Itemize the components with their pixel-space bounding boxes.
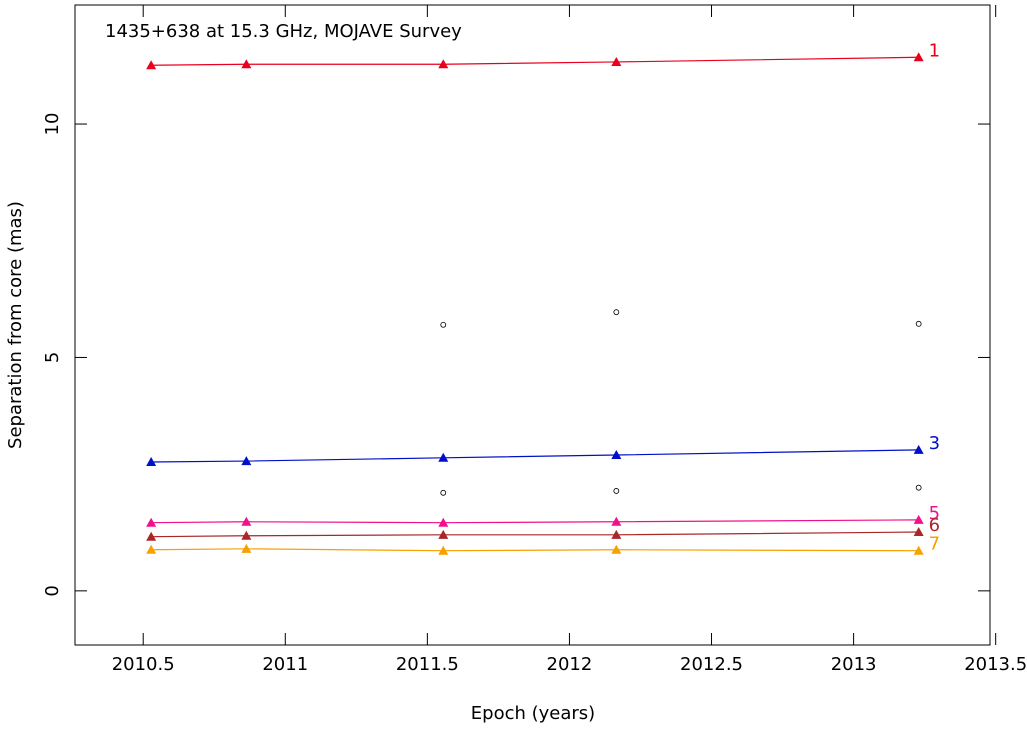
series-line bbox=[151, 519, 919, 524]
y-tick-label: 10 bbox=[42, 113, 63, 136]
x-tick-label: 2011.5 bbox=[396, 654, 459, 675]
component-point bbox=[440, 321, 447, 328]
marker bbox=[241, 530, 252, 540]
x-tick-label: 2012 bbox=[547, 654, 593, 675]
marker bbox=[913, 527, 924, 537]
y-tick-label: 0 bbox=[42, 585, 63, 596]
y-axis-label: Separation from core (mas) bbox=[5, 201, 26, 449]
marker bbox=[438, 517, 449, 527]
series-line bbox=[151, 449, 919, 463]
marker bbox=[241, 543, 252, 553]
component-point bbox=[613, 309, 620, 316]
marker bbox=[611, 529, 622, 539]
x-axis-label: Epoch (years) bbox=[471, 703, 595, 724]
x-tick-label: 2013.5 bbox=[964, 654, 1027, 675]
component-point bbox=[440, 489, 447, 496]
marker bbox=[146, 544, 157, 554]
chart-title: 1435+638 at 15.3 GHz, MOJAVE Survey bbox=[105, 21, 462, 42]
marker bbox=[611, 544, 622, 554]
x-tick-label: 2010.5 bbox=[112, 654, 175, 675]
marker bbox=[913, 545, 924, 555]
marker bbox=[146, 517, 157, 527]
marker bbox=[913, 52, 924, 62]
component-point bbox=[915, 484, 922, 491]
marker bbox=[241, 516, 252, 526]
marker bbox=[611, 450, 622, 460]
x-tick-label: 2011 bbox=[262, 654, 308, 675]
series-label: 1 bbox=[929, 40, 940, 61]
marker bbox=[146, 457, 157, 467]
marker bbox=[241, 456, 252, 466]
marker bbox=[611, 516, 622, 526]
marker bbox=[438, 529, 449, 539]
marker bbox=[438, 59, 449, 69]
series-label: 3 bbox=[929, 433, 940, 454]
marker bbox=[913, 514, 924, 524]
series-line bbox=[151, 56, 919, 66]
x-tick-label: 2012.5 bbox=[680, 654, 743, 675]
marker bbox=[241, 59, 252, 69]
x-tick-label: 2013 bbox=[831, 654, 877, 675]
plot-frame bbox=[74, 4, 991, 646]
component-point bbox=[915, 320, 922, 327]
marker bbox=[146, 531, 157, 541]
series-label: 5 bbox=[929, 503, 940, 524]
marker bbox=[611, 56, 622, 66]
marker bbox=[146, 60, 157, 70]
component-point bbox=[613, 488, 620, 494]
marker bbox=[438, 545, 449, 555]
series-line bbox=[151, 548, 919, 552]
series-label: 7 bbox=[929, 534, 940, 555]
series-line bbox=[151, 531, 919, 538]
series-label: 6 bbox=[929, 515, 940, 536]
marker bbox=[913, 444, 924, 454]
marker bbox=[438, 452, 449, 462]
y-tick-label: 5 bbox=[42, 352, 63, 363]
